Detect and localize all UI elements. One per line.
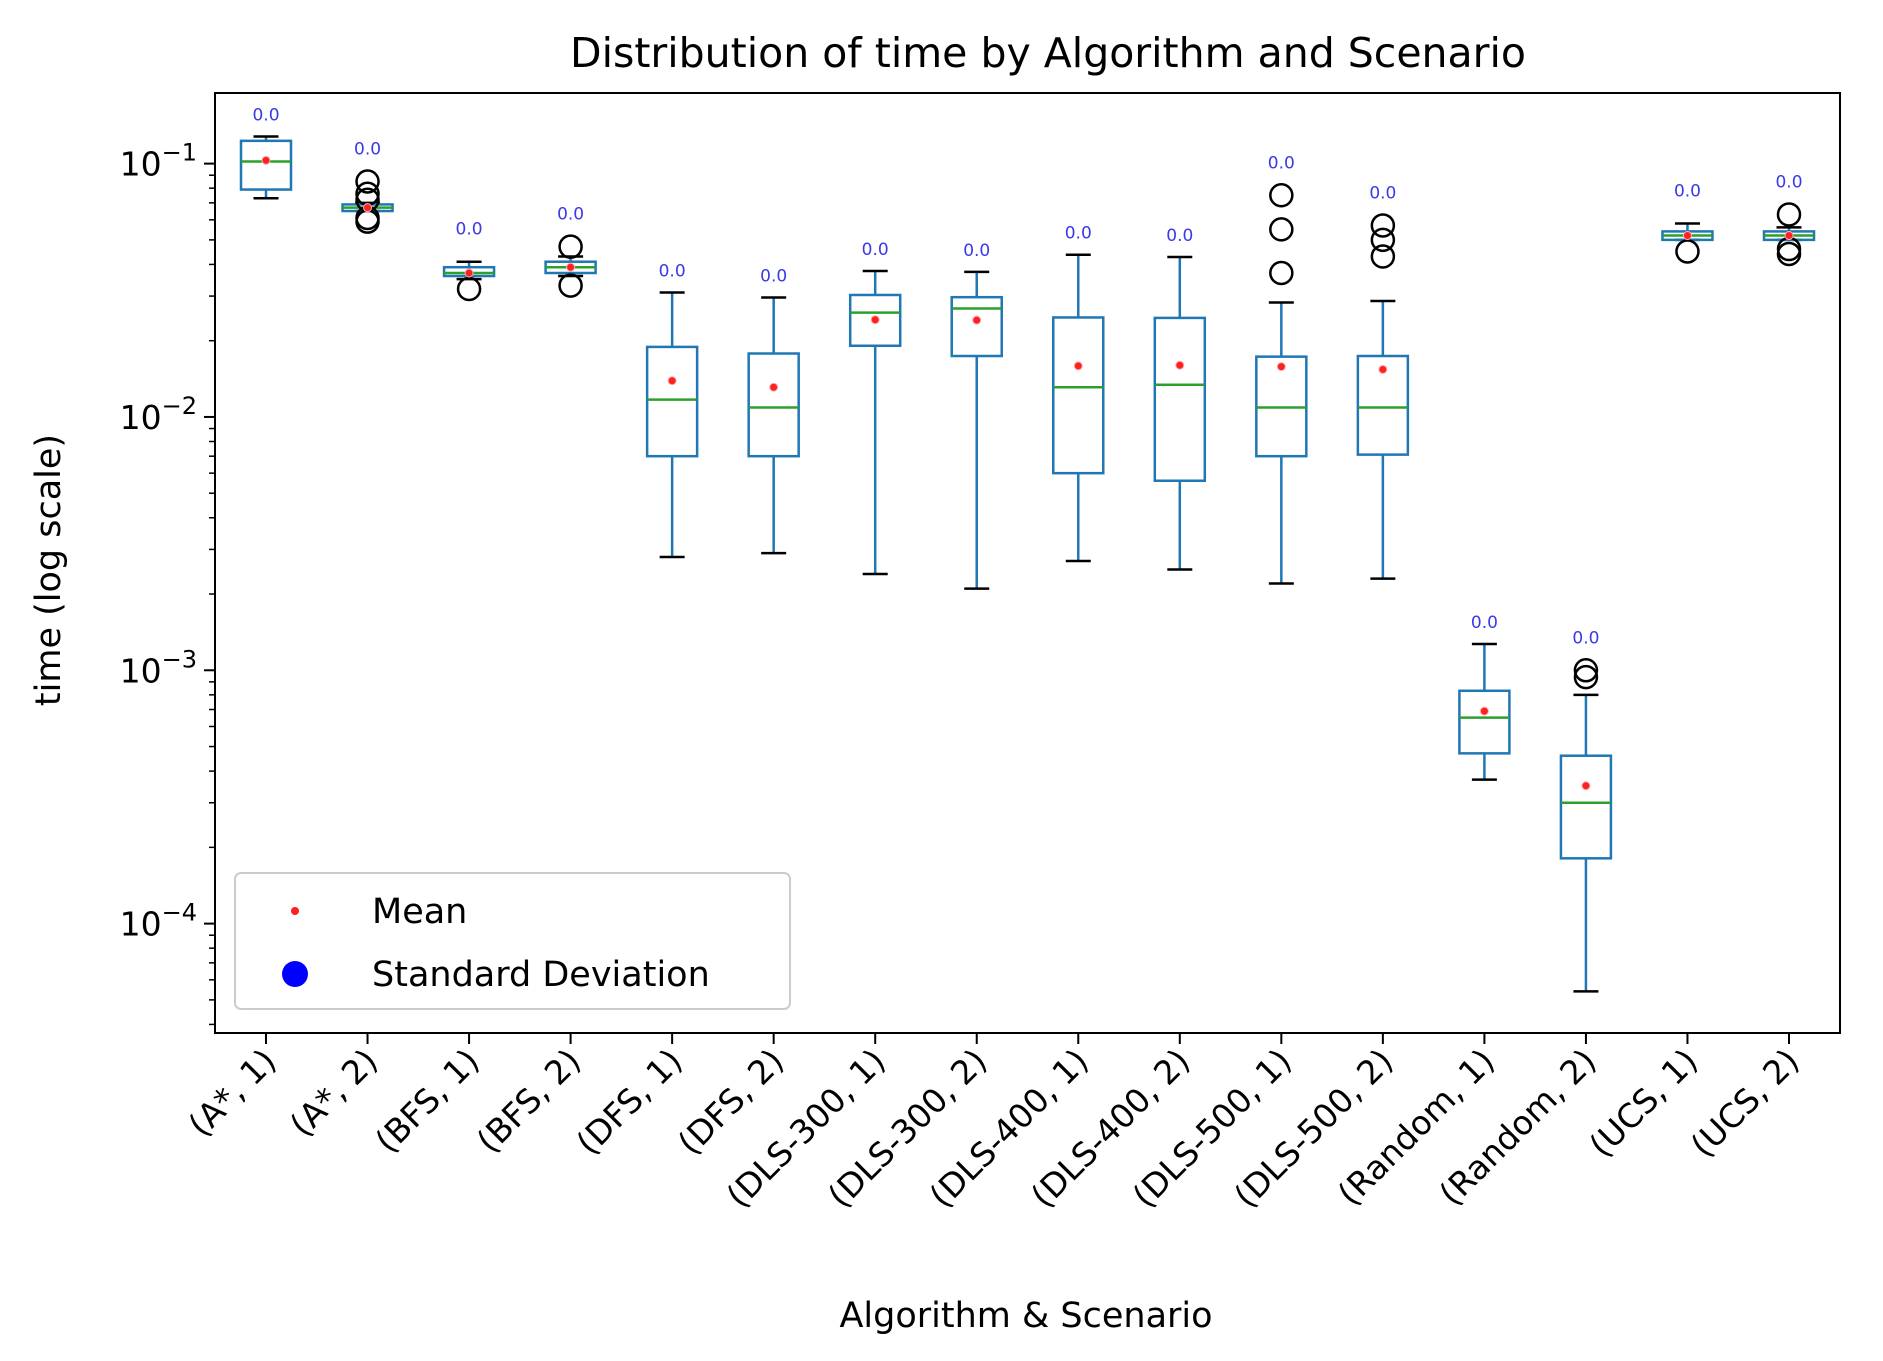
std-dev-label: 0.0 <box>659 261 686 281</box>
mean-marker <box>870 315 880 325</box>
iqr-box <box>1052 316 1105 475</box>
outlier-point <box>1776 241 1802 267</box>
outlier-point <box>1269 217 1294 242</box>
mean-marker <box>1378 364 1388 374</box>
box-group: 0.0 (UCS, 2) <box>1683 172 1816 1165</box>
outlier-point <box>1573 664 1599 690</box>
iqr-box <box>1458 689 1511 755</box>
mean-marker <box>464 268 474 278</box>
mean-marker <box>1682 231 1692 241</box>
iqr-box <box>1559 754 1613 860</box>
mean-marker <box>1581 781 1591 791</box>
y-tick-label: 10−1 <box>120 139 197 184</box>
x-tick-label: (DFS, 1) <box>569 1041 690 1162</box>
x-tick-label: (BFS, 2) <box>469 1041 588 1160</box>
y-tick-label: 10−3 <box>120 645 197 690</box>
mean-marker <box>1479 706 1489 716</box>
outlier-point <box>558 273 583 298</box>
outlier-point <box>1370 213 1396 238</box>
std-dev-label: 0.0 <box>456 220 483 240</box>
std-dev-label: 0.0 <box>1065 224 1092 244</box>
iqr-box <box>747 352 800 458</box>
std-dev-label: 0.0 <box>1166 226 1193 246</box>
x-axis-label: Algorithm & Scenario <box>839 1296 1212 1336</box>
outlier-point <box>1370 244 1396 269</box>
outlier-point <box>355 169 380 194</box>
std-dev-label: 0.0 <box>862 240 889 260</box>
y-tick-label: 10−2 <box>120 392 197 437</box>
mean-marker <box>1784 231 1794 241</box>
outlier-point <box>456 276 482 302</box>
chart-title: Distribution of time by Algorithm and Sc… <box>570 29 1526 77</box>
iqr-box <box>848 293 902 348</box>
plot-frame <box>214 92 1841 1034</box>
outlier-point <box>1269 260 1294 286</box>
outlier-point <box>1776 236 1802 262</box>
outlier-point <box>1776 202 1802 227</box>
box-group: 0.0 (BFS, 1) <box>367 220 496 1160</box>
mean-marker <box>363 203 373 213</box>
box-group: 0.0(DLS-500, 1) <box>1125 153 1308 1215</box>
box-group: 0.0 (BFS, 2) <box>469 205 597 1160</box>
outlier-point <box>1269 183 1294 208</box>
x-tick-label: (BFS, 1) <box>367 1041 486 1160</box>
iqr-box <box>1356 354 1410 456</box>
iqr-box <box>1153 316 1207 482</box>
iqr-box <box>239 139 293 191</box>
std-dev-label: 0.0 <box>1471 613 1498 633</box>
y-tick-label: 10−4 <box>120 899 197 944</box>
mean-marker <box>1073 361 1083 371</box>
mean-marker <box>667 376 677 386</box>
std-dev-label: 0.0 <box>963 241 990 261</box>
box-group: 0.0 (UCS, 1) <box>1581 182 1714 1165</box>
iqr-box <box>645 345 699 458</box>
legend-frame <box>234 872 791 1010</box>
iqr-box <box>950 295 1003 358</box>
mean-marker <box>1175 360 1185 370</box>
mean-marker <box>769 382 779 392</box>
outlier-point <box>1370 227 1396 253</box>
mean-marker <box>1276 362 1286 372</box>
box-group: 0.0(Random, 1) <box>1330 613 1511 1213</box>
std-dev-label: 0.0 <box>760 267 787 287</box>
std-dev-label: 0.0 <box>354 139 381 159</box>
std-dev-label: 0.0 <box>1775 172 1802 192</box>
outlier-point <box>355 181 380 207</box>
mean-marker <box>972 315 982 325</box>
plot-area: 10−110−210−310−40.0(A*, 1)0.0(A*, 2)0.0(… <box>120 92 1841 1215</box>
mean-marker <box>261 155 271 165</box>
x-tick-label: (UCS, 1) <box>1581 1041 1705 1165</box>
outlier-point <box>1573 658 1599 683</box>
mean-marker <box>566 262 576 272</box>
x-tick-label: (A*, 1) <box>181 1041 284 1144</box>
std-dev-label: 0.0 <box>1369 183 1396 203</box>
std-dev-label: 0.0 <box>1268 153 1295 173</box>
std-dev-label: 0.0 <box>252 105 279 125</box>
legend-mean-marker <box>291 907 299 915</box>
legend-label: Standard Deviation <box>372 955 710 995</box>
x-tick-label: (UCS, 2) <box>1683 1041 1807 1165</box>
outlier-point <box>1675 239 1700 264</box>
legend-label: Mean <box>372 892 467 932</box>
outlier-point <box>558 234 583 259</box>
box-group: 0.0 (DFS, 1) <box>569 261 699 1162</box>
std-dev-label: 0.0 <box>1572 628 1599 648</box>
x-tick-label: (A*, 2) <box>282 1041 385 1144</box>
legend: Mean Standard Deviation <box>234 872 791 1010</box>
legend-std-marker <box>282 961 308 987</box>
y-axis-label: time (log scale) <box>29 434 69 706</box>
std-dev-label: 0.0 <box>557 205 584 225</box>
std-dev-label: 0.0 <box>1674 182 1701 202</box>
